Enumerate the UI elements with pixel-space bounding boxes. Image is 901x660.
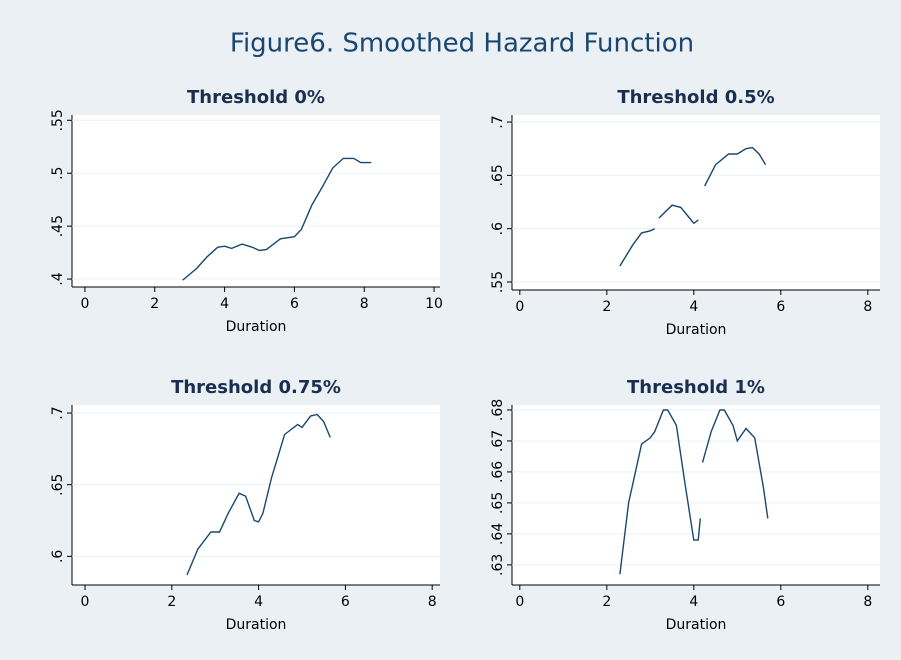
plot-area <box>512 405 880 585</box>
y-tick-label: .6 <box>490 222 506 235</box>
x-tick-label: 0 <box>515 594 524 610</box>
x-tick-label: 6 <box>776 594 785 610</box>
x-tick-label: 8 <box>863 594 872 610</box>
y-tick-label: .7 <box>490 115 506 128</box>
y-tick-label: .67 <box>490 430 506 452</box>
y-tick-label: .65 <box>50 474 66 496</box>
y-tick-label: .45 <box>50 215 66 237</box>
x-axis-label: Duration <box>226 617 287 633</box>
y-tick-label: .68 <box>490 399 506 421</box>
x-tick-label: 2 <box>167 594 176 610</box>
figure-title: Figure6. Smoothed Hazard Function <box>230 29 694 59</box>
y-tick-label: .63 <box>490 554 506 576</box>
x-tick-label: 10 <box>425 296 443 312</box>
panel-title: Threshold 0.5% <box>617 87 774 108</box>
x-axis-label: Duration <box>226 319 287 335</box>
x-tick-label: 2 <box>150 296 159 312</box>
x-tick-label: 6 <box>341 594 350 610</box>
x-tick-label: 8 <box>428 594 437 610</box>
x-tick-label: 4 <box>220 296 229 312</box>
y-tick-label: .65 <box>490 164 506 186</box>
x-tick-label: 4 <box>689 299 698 315</box>
x-tick-label: 0 <box>80 296 89 312</box>
y-tick-label: .7 <box>50 406 66 419</box>
y-tick-label: .64 <box>490 523 506 545</box>
y-tick-label: .66 <box>490 461 506 483</box>
x-axis-label: Duration <box>666 322 727 338</box>
y-tick-label: .6 <box>50 550 66 563</box>
x-axis-label: Duration <box>666 617 727 633</box>
y-tick-label: .55 <box>490 271 506 293</box>
x-tick-label: 4 <box>689 594 698 610</box>
x-tick-label: 4 <box>254 594 263 610</box>
y-tick-label: .55 <box>50 109 66 131</box>
x-tick-label: 2 <box>602 594 611 610</box>
plot-area <box>72 405 440 585</box>
plot-area <box>512 115 880 290</box>
hazard-line <box>186 413 331 576</box>
hazard-line <box>619 409 769 575</box>
x-tick-label: 8 <box>360 296 369 312</box>
x-tick-label: 0 <box>515 299 524 315</box>
panel-title: Threshold 1% <box>627 377 765 398</box>
hazard-line <box>182 157 372 281</box>
y-tick-label: .65 <box>490 492 506 514</box>
y-tick-label: .5 <box>50 167 66 180</box>
hazard-line <box>619 146 767 267</box>
x-tick-label: 6 <box>290 296 299 312</box>
plot-area <box>72 115 440 287</box>
y-tick-label: .4 <box>50 272 66 285</box>
x-tick-label: 0 <box>81 594 90 610</box>
panel-title: Threshold 0.75% <box>171 377 341 398</box>
x-tick-label: 6 <box>776 299 785 315</box>
x-tick-label: 8 <box>863 299 872 315</box>
x-tick-label: 2 <box>602 299 611 315</box>
panel-title: Threshold 0% <box>187 87 325 108</box>
